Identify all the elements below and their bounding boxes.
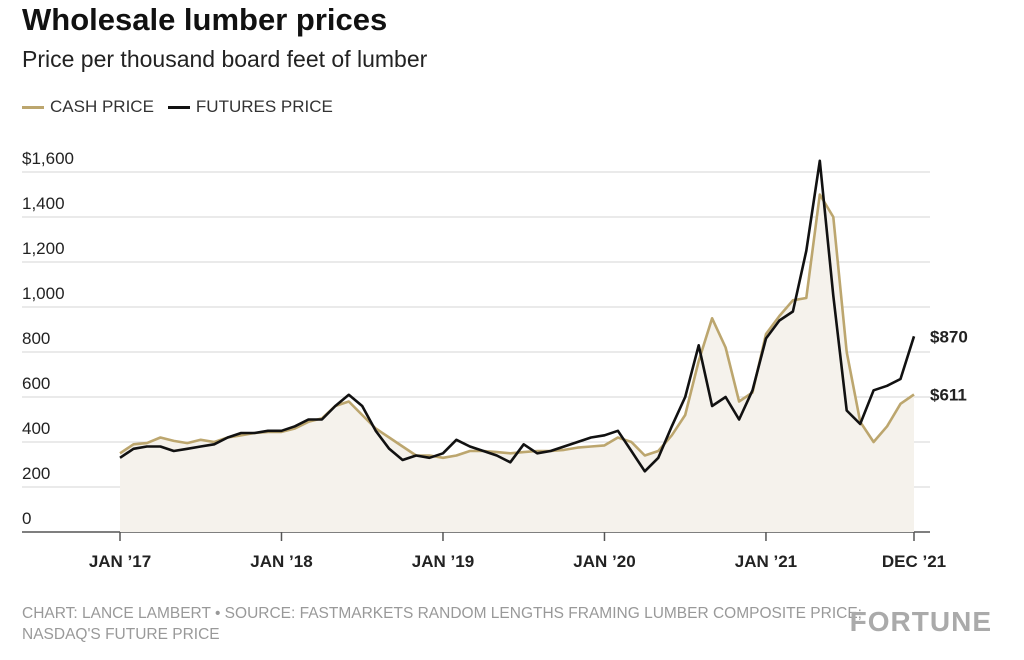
area xyxy=(120,194,914,532)
x-tick-label: DEC ’21 xyxy=(882,552,946,571)
series-line xyxy=(119,159,916,473)
legend-item: CASH PRICE xyxy=(22,97,154,117)
y-tick-label: 1,000 xyxy=(22,284,65,303)
y-tick-label: 400 xyxy=(22,419,50,438)
legend-swatch xyxy=(22,105,44,109)
x-tick-label: JAN ’20 xyxy=(573,552,635,571)
legend-swatch xyxy=(167,105,190,109)
y-tick-label: $1,600 xyxy=(22,149,74,168)
x-tick-label: JAN ’18 xyxy=(250,552,312,571)
x-tick-label: JAN ’19 xyxy=(412,552,474,571)
y-tick-label: 200 xyxy=(22,464,50,483)
y-tick-label: 0 xyxy=(22,509,31,528)
y-tick-label: 800 xyxy=(22,329,50,348)
y-tick-label: 1,200 xyxy=(22,239,65,258)
brand-logo: FORTUNE xyxy=(849,606,992,637)
source-note: CHART: LANCE LAMBERT • SOURCE: FASTMARKE… xyxy=(22,605,862,643)
y-tick-label: 1,400 xyxy=(22,194,65,213)
chart: 0 200 400 600 800 1,000 1,200 1,400 $1,600 JAN ’1… xyxy=(22,149,968,571)
legend-item: FUTURES PRICE xyxy=(167,97,333,117)
value-label: $870 xyxy=(930,327,968,346)
x-tick-label: JAN ’21 xyxy=(735,552,797,571)
legend: CASH PRICE FUTURES PRICE xyxy=(22,97,333,117)
chart-subtitle: Price per thousand board feet of lumber xyxy=(22,46,428,72)
y-tick-label: 600 xyxy=(22,374,50,393)
x-tick-label: JAN ’17 xyxy=(89,552,151,571)
chart-title: Wholesale lumber prices xyxy=(22,2,388,37)
legend-label: CASH PRICE xyxy=(50,97,154,116)
legend-label: FUTURES PRICE xyxy=(195,97,333,116)
value-label: $611 xyxy=(930,386,967,405)
